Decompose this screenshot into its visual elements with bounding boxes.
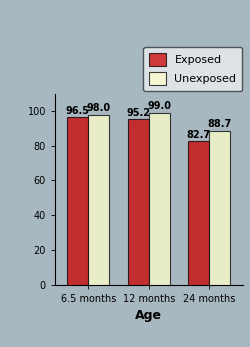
Bar [149, 113, 170, 285]
Bar [128, 119, 149, 285]
Text: 82.7: 82.7 [186, 130, 211, 139]
Bar [67, 117, 88, 285]
Y-axis label: Bayley Mental Development Index,
Mean Scores: Bayley Mental Development Index, Mean Sc… [0, 98, 2, 280]
Text: 98.0: 98.0 [87, 103, 111, 113]
Bar [188, 141, 209, 285]
Text: 95.2: 95.2 [126, 108, 150, 118]
Bar [209, 131, 231, 285]
Text: 99.0: 99.0 [147, 101, 171, 111]
Legend: Exposed, Unexposed: Exposed, Unexposed [143, 47, 242, 91]
Text: 96.5: 96.5 [66, 106, 90, 116]
Bar [88, 115, 110, 285]
Text: 88.7: 88.7 [208, 119, 232, 129]
X-axis label: Age: Age [135, 309, 162, 322]
